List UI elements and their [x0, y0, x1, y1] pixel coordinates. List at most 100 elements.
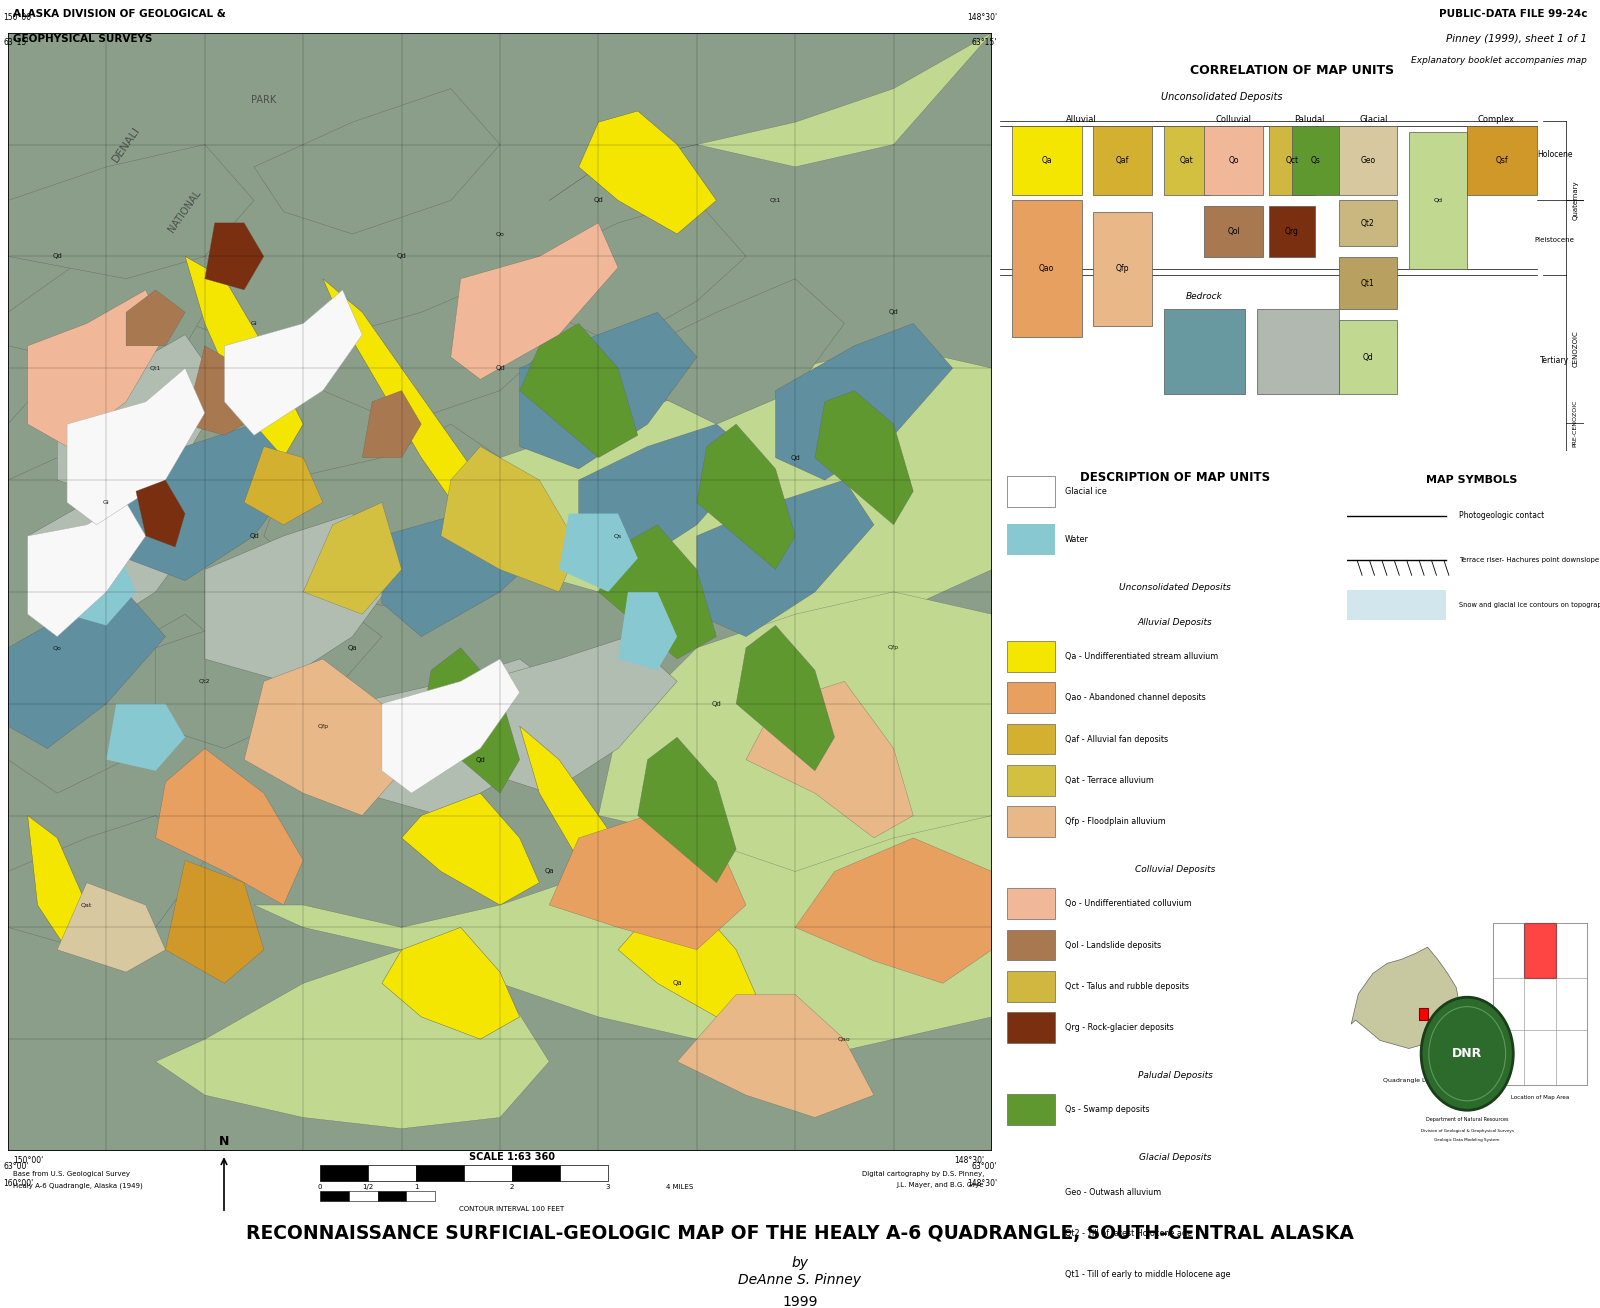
Polygon shape: [558, 514, 638, 591]
Polygon shape: [165, 861, 264, 984]
Text: Qsf: Qsf: [1496, 156, 1509, 165]
Text: 3: 3: [606, 1185, 610, 1190]
Text: Qol: Qol: [1227, 228, 1240, 237]
Text: Qs: Qs: [1310, 156, 1320, 165]
Polygon shape: [598, 591, 992, 871]
Text: Photogeologic contact: Photogeologic contact: [1459, 511, 1544, 521]
Bar: [378, 1190, 406, 1201]
Text: Qs - Swamp deposits: Qs - Swamp deposits: [1066, 1105, 1150, 1114]
Polygon shape: [245, 446, 323, 525]
Polygon shape: [155, 591, 382, 748]
Polygon shape: [186, 256, 304, 458]
Polygon shape: [155, 748, 304, 905]
Text: 1999: 1999: [782, 1295, 818, 1308]
Polygon shape: [362, 391, 421, 458]
Polygon shape: [304, 279, 549, 424]
Text: 160°00': 160°00': [3, 1179, 34, 1188]
Text: Alluvial Deposits: Alluvial Deposits: [1138, 617, 1213, 627]
Text: DNR: DNR: [1453, 1048, 1482, 1061]
Polygon shape: [480, 637, 677, 793]
Text: Complex: Complex: [1478, 115, 1515, 124]
Bar: [1293, 127, 1339, 195]
Bar: [464, 1164, 512, 1181]
Polygon shape: [520, 726, 638, 905]
Text: Quadrangle Location: Quadrangle Location: [1382, 1078, 1450, 1083]
Bar: [1093, 127, 1152, 195]
Text: Qo: Qo: [53, 645, 62, 650]
Text: Base from U.S. Geological Survey: Base from U.S. Geological Survey: [13, 1171, 130, 1177]
Polygon shape: [638, 738, 736, 883]
Text: Qt2 - Till of latest Holocene age: Qt2 - Till of latest Holocene age: [1066, 1230, 1192, 1237]
Text: Qao - Abandoned channel deposits: Qao - Abandoned channel deposits: [1066, 693, 1206, 702]
Bar: [1269, 127, 1315, 195]
Polygon shape: [1350, 947, 1459, 1049]
Text: Gi: Gi: [251, 320, 258, 326]
Text: 4 MILES: 4 MILES: [666, 1185, 694, 1190]
Text: Pleistocene: Pleistocene: [1534, 237, 1574, 243]
Text: Location of Map Area: Location of Map Area: [1510, 1095, 1570, 1100]
Bar: [1006, 1012, 1054, 1042]
Text: Qo: Qo: [496, 232, 504, 237]
Text: 1: 1: [414, 1185, 418, 1190]
Text: J.L. Mayer, and B.G. Grye: J.L. Mayer, and B.G. Grye: [896, 1182, 984, 1189]
Bar: [1339, 127, 1397, 195]
Text: Snow and glacial ice contours on topographic base map: Snow and glacial ice contours on topogra…: [1459, 602, 1600, 608]
Bar: [1493, 923, 1587, 1086]
Bar: [1163, 127, 1210, 195]
Polygon shape: [323, 279, 480, 514]
Text: 150°00': 150°00': [3, 13, 34, 21]
Text: Qd: Qd: [250, 532, 259, 539]
Text: Qa: Qa: [672, 980, 682, 986]
Text: DeAnne S. Pinney: DeAnne S. Pinney: [739, 1273, 861, 1287]
Text: Bedrock: Bedrock: [1186, 292, 1222, 301]
Text: Qaf: Qaf: [1115, 156, 1130, 165]
Text: Department of Natural Resources: Department of Natural Resources: [1426, 1117, 1509, 1122]
Polygon shape: [698, 480, 874, 637]
Bar: [1339, 258, 1397, 309]
Text: PRE-CENOZOIC: PRE-CENOZOIC: [1573, 399, 1578, 446]
Polygon shape: [254, 793, 992, 1062]
Polygon shape: [598, 525, 717, 659]
Text: 63°00': 63°00': [3, 1163, 29, 1171]
Text: Qfp: Qfp: [888, 645, 899, 650]
Polygon shape: [155, 950, 549, 1129]
Bar: [1093, 212, 1152, 326]
Polygon shape: [549, 200, 746, 345]
Text: Qfp: Qfp: [1115, 264, 1130, 273]
Bar: [406, 1190, 435, 1201]
Polygon shape: [8, 591, 165, 748]
Text: Glacial: Glacial: [1360, 115, 1389, 124]
Bar: [1006, 1260, 1054, 1290]
Text: Qd: Qd: [1363, 353, 1373, 362]
Bar: [1467, 127, 1538, 195]
Text: RECONNAISSANCE SURFICIAL-GEOLOGIC MAP OF THE HEALY A-6 QUADRANGLE, SOUTH-CENTRAL: RECONNAISSANCE SURFICIAL-GEOLOGIC MAP OF…: [246, 1224, 1354, 1244]
Bar: [368, 1164, 416, 1181]
Text: CONTOUR INTERVAL 100 FEET: CONTOUR INTERVAL 100 FEET: [459, 1206, 565, 1213]
Text: ALASKA DIVISION OF GEOLOGICAL &: ALASKA DIVISION OF GEOLOGICAL &: [13, 9, 226, 20]
Text: Qt1 - Till of early to middle Holocene age: Qt1 - Till of early to middle Holocene a…: [1066, 1270, 1230, 1279]
Text: CORRELATION OF MAP UNITS: CORRELATION OF MAP UNITS: [1190, 64, 1394, 77]
Polygon shape: [421, 345, 992, 647]
Polygon shape: [58, 335, 224, 502]
Text: Healy A-6 Quadrangle, Alaska (1949): Healy A-6 Quadrangle, Alaska (1949): [13, 1182, 142, 1189]
Polygon shape: [579, 424, 755, 569]
Bar: [512, 1164, 560, 1181]
Text: DENALI: DENALI: [110, 124, 142, 165]
Text: 148°30': 148°30': [966, 13, 997, 21]
Polygon shape: [58, 883, 165, 972]
Text: Qd: Qd: [1434, 198, 1443, 203]
Text: 63°15': 63°15': [971, 38, 997, 47]
Bar: [1419, 1008, 1427, 1020]
Text: SCALE 1:63 360: SCALE 1:63 360: [469, 1152, 555, 1162]
Bar: [349, 1190, 378, 1201]
Polygon shape: [648, 279, 845, 424]
Polygon shape: [579, 111, 717, 234]
Text: Qfp: Qfp: [317, 723, 328, 729]
Text: Qaf - Alluvial fan deposits: Qaf - Alluvial fan deposits: [1066, 735, 1168, 743]
Text: Geo: Geo: [1360, 156, 1376, 165]
Polygon shape: [224, 290, 362, 436]
Polygon shape: [382, 927, 520, 1039]
Bar: [1006, 806, 1054, 837]
Bar: [320, 1190, 349, 1201]
Text: Qd: Qd: [790, 455, 800, 460]
